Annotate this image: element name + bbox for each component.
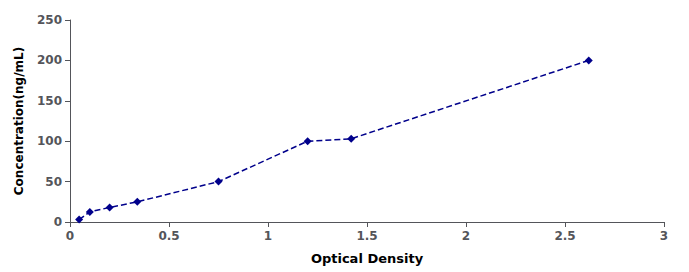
svg-text:150: 150 bbox=[37, 94, 62, 108]
svg-text:200: 200 bbox=[37, 53, 62, 67]
svg-text:3: 3 bbox=[660, 229, 668, 243]
svg-text:250: 250 bbox=[37, 13, 62, 27]
svg-text:2: 2 bbox=[462, 229, 470, 243]
svg-text:50: 50 bbox=[45, 175, 62, 189]
svg-text:0: 0 bbox=[66, 229, 74, 243]
svg-text:1: 1 bbox=[264, 229, 272, 243]
svg-text:0: 0 bbox=[54, 215, 62, 229]
svg-text:Optical Density: Optical Density bbox=[311, 251, 424, 266]
svg-text:0.5: 0.5 bbox=[158, 229, 179, 243]
svg-text:100: 100 bbox=[37, 134, 62, 148]
svg-text:1.5: 1.5 bbox=[356, 229, 377, 243]
svg-text:2.5: 2.5 bbox=[554, 229, 575, 243]
svg-text:Concentration(ng/mL): Concentration(ng/mL) bbox=[12, 47, 26, 195]
